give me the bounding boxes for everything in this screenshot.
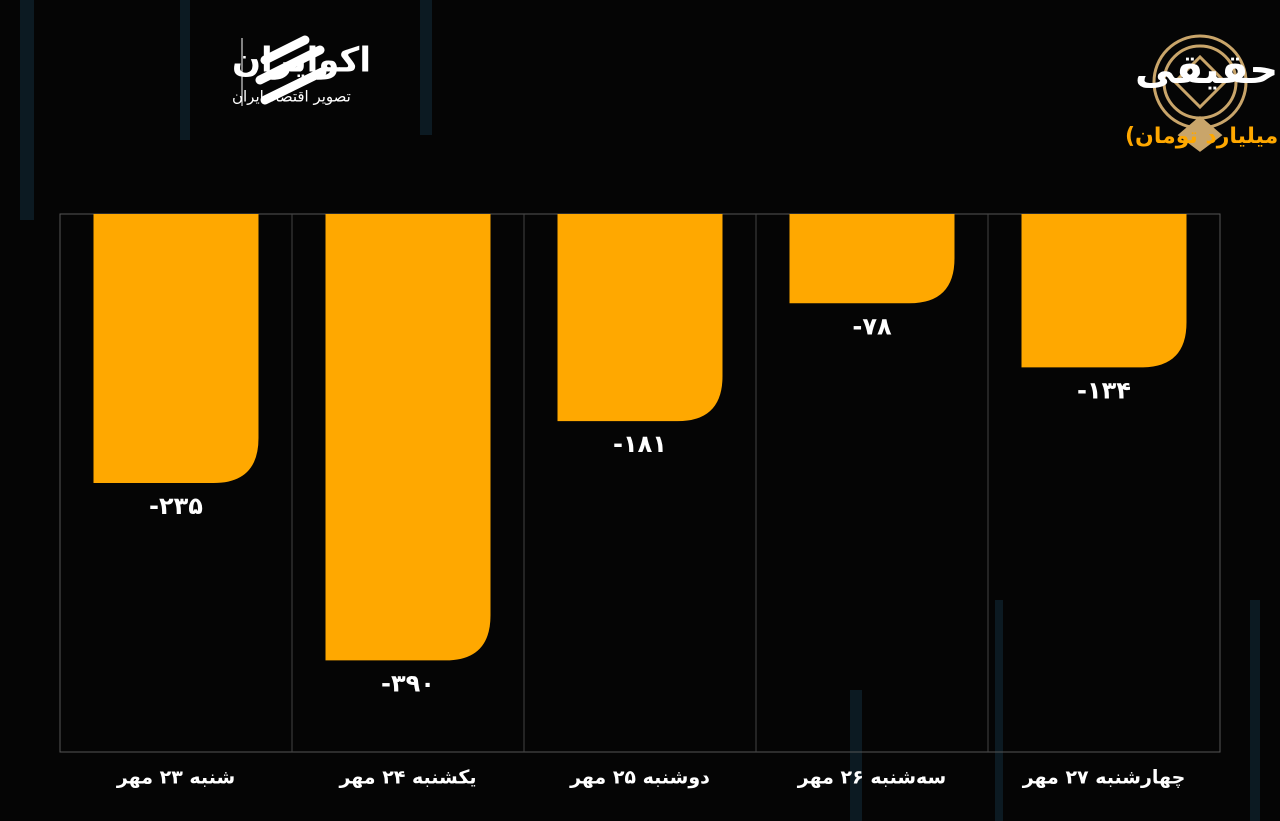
chart-subtitle: (واحد: میلیارد تومان) xyxy=(1125,124,1280,149)
emblem xyxy=(1152,34,1248,152)
background-decor xyxy=(20,0,1260,821)
chart-title: روند هفته ورود و خروج پول حقیقی xyxy=(1135,47,1280,93)
bar xyxy=(325,214,491,661)
value-label: -۳۹۰ xyxy=(381,669,435,697)
brand-name: اکوایران xyxy=(232,41,371,81)
value-label: -۲۳۵ xyxy=(149,492,203,520)
value-label: -۱۳۴ xyxy=(1077,376,1131,404)
x-tick-label: شنبه ۲۳ مهر xyxy=(116,767,235,789)
x-tick-label: دوشنبه ۲۵ مهر xyxy=(569,767,710,789)
bar xyxy=(1021,214,1187,368)
value-label: -۱۸۱ xyxy=(613,430,667,458)
x-tick-label: چهارشنبه ۲۷ مهر xyxy=(1022,767,1186,789)
value-label: -۷۸ xyxy=(852,312,892,340)
bar xyxy=(93,214,259,483)
x-tick-label: یکشنبه ۲۴ مهر xyxy=(338,767,476,789)
x-tick-label: سه‌شنبه ۲۶ مهر xyxy=(797,767,947,789)
brand-logo xyxy=(255,35,327,105)
bar xyxy=(557,214,723,422)
brand-tagline: تصویر اقتصاد ایران xyxy=(232,88,351,106)
bar xyxy=(789,214,955,304)
